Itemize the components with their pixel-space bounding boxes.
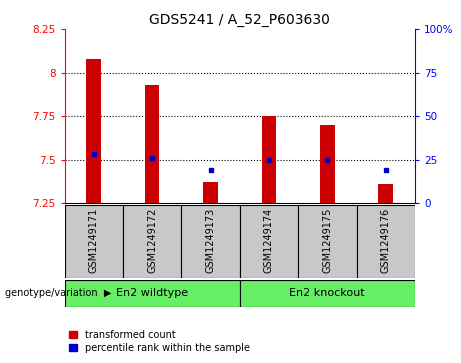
Text: GSM1249171: GSM1249171	[89, 207, 99, 273]
Bar	[261, 116, 276, 203]
Bar	[240, 205, 298, 278]
Bar	[181, 205, 240, 278]
Bar	[65, 205, 123, 278]
Bar	[65, 280, 240, 307]
Title: GDS5241 / A_52_P603630: GDS5241 / A_52_P603630	[149, 13, 330, 26]
Text: GSM1249176: GSM1249176	[381, 207, 391, 273]
Text: En2 knockout: En2 knockout	[290, 288, 365, 298]
Bar	[240, 280, 415, 307]
Text: GSM1249174: GSM1249174	[264, 207, 274, 273]
Bar	[320, 125, 335, 203]
Text: genotype/variation  ▶: genotype/variation ▶	[5, 288, 111, 298]
Bar	[298, 205, 356, 278]
Text: En2 wildtype: En2 wildtype	[116, 288, 188, 298]
Text: GSM1249172: GSM1249172	[147, 207, 157, 273]
Bar	[123, 205, 181, 278]
Bar	[87, 59, 101, 203]
Text: GSM1249175: GSM1249175	[322, 207, 332, 273]
Legend: transformed count, percentile rank within the sample: transformed count, percentile rank withi…	[70, 330, 250, 353]
Bar	[378, 184, 393, 203]
Bar	[203, 182, 218, 203]
Bar	[356, 205, 415, 278]
Bar	[145, 85, 160, 203]
Text: GSM1249173: GSM1249173	[206, 207, 216, 273]
